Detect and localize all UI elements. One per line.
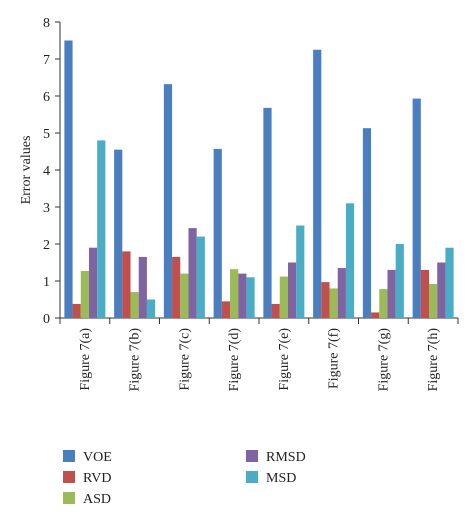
legend-swatch-msd	[246, 471, 258, 483]
legend: VOE RVD ASD RMSD MSD	[63, 450, 306, 507]
bars	[64, 40, 454, 318]
bar-rvd	[371, 312, 380, 318]
legend-swatch-rmsd	[246, 450, 258, 462]
bar-voe	[114, 149, 123, 318]
bar-rvd	[172, 256, 181, 318]
bar-asd	[329, 288, 338, 318]
y-tick-label: 0	[43, 312, 50, 327]
bar-msd	[345, 203, 355, 318]
bar-rmsd	[188, 228, 197, 318]
legend-swatch-rvd	[63, 471, 75, 483]
y-tick-label: 7	[43, 53, 50, 68]
x-tick-label: Figure 7(f)	[327, 328, 342, 389]
x-tick-label: Figure 7(d)	[227, 328, 242, 392]
x-axis-ticks: Figure 7(a) Figure 7(b) Figure 7(c) Figure …	[59, 318, 459, 392]
bar-voe	[362, 128, 372, 318]
legend-label-rvd: RVD	[83, 471, 111, 486]
bar-voe	[313, 49, 322, 318]
bar-rvd	[321, 282, 330, 318]
bar-voe	[163, 84, 173, 318]
bar-voe	[263, 107, 272, 318]
y-tick-label: 1	[43, 275, 50, 290]
bar-rvd	[72, 303, 81, 318]
bar-rmsd	[138, 256, 147, 318]
bar-msd	[97, 140, 106, 318]
y-tick-label: 8	[43, 16, 50, 31]
legend-label-msd: MSD	[266, 471, 296, 486]
bar-rvd	[420, 269, 430, 318]
bar-rvd	[122, 251, 131, 318]
bar-rmsd	[287, 262, 297, 318]
bar-asd	[429, 283, 438, 318]
bar-voe	[213, 148, 222, 318]
bar-asd	[279, 276, 288, 318]
bar-rmsd	[88, 247, 98, 318]
y-tick-label: 2	[43, 238, 50, 253]
y-tick-label: 3	[43, 201, 50, 216]
bar-rvd	[271, 303, 280, 318]
bar-msd	[246, 277, 255, 318]
legend-swatch-asd	[63, 492, 75, 504]
bar-rmsd	[387, 269, 396, 318]
x-tick-label: Figure 7(c)	[177, 328, 192, 391]
bar-msd	[146, 299, 156, 318]
bar-asd	[180, 273, 189, 318]
y-tick-label: 5	[43, 127, 50, 142]
bar-msd	[296, 225, 305, 318]
bar-rmsd	[337, 268, 346, 318]
x-tick-label: Figure 7(a)	[78, 328, 93, 391]
y-tick-label: 6	[43, 90, 50, 105]
bar-rmsd	[238, 273, 247, 318]
bar-asd	[379, 289, 388, 318]
legend-label-rmsd: RMSD	[266, 450, 306, 465]
bar-asd	[130, 292, 139, 318]
bar-msd	[196, 236, 205, 318]
bar-msd	[445, 247, 454, 318]
legend-label-voe: VOE	[83, 450, 112, 465]
x-tick-label: Figure 7(h)	[426, 328, 441, 392]
bar-asd	[230, 269, 239, 318]
bar-asd	[80, 271, 89, 318]
bar-rvd	[221, 301, 231, 318]
legend-swatch-voe	[63, 450, 75, 462]
bar-voe	[64, 40, 73, 318]
y-axis-ticks: 0 1 2 3 4 5 6 7 8	[43, 16, 60, 327]
x-tick-label: Figure 7(b)	[128, 328, 143, 392]
x-tick-label: Figure 7(g)	[376, 328, 391, 392]
y-tick-label: 4	[43, 164, 50, 179]
x-tick-label: Figure 7(e)	[277, 328, 292, 391]
legend-label-asd: ASD	[83, 492, 111, 507]
y-axis-label: Error values	[19, 136, 34, 205]
bar-msd	[395, 244, 404, 318]
bar-voe	[412, 98, 421, 318]
bar-rmsd	[437, 262, 446, 318]
